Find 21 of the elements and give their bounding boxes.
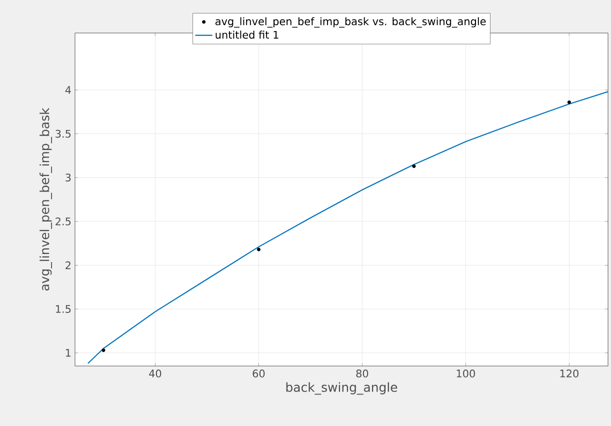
- point: [102, 348, 106, 352]
- y-tick-label: 1: [66, 349, 71, 357]
- y-tick-label: 2.5: [56, 217, 71, 226]
- y-tick-label: 1.5: [56, 305, 71, 313]
- y-tick-label: 3: [66, 174, 71, 182]
- y-tick-label: 3.5: [56, 130, 71, 138]
- y-tick-label: 4: [65, 86, 71, 94]
- point: [412, 164, 416, 168]
- line-series: [87, 91, 608, 364]
- x-axis-title: back_swing_angle: [286, 382, 398, 395]
- y-tick-label: 2: [66, 261, 70, 270]
- point: [256, 248, 261, 252]
- legend-label: untitled fit 1: [216, 30, 278, 39]
- x-tick-label: 40: [149, 370, 162, 378]
- point: [567, 100, 571, 104]
- x-tick-label: 120: [560, 370, 578, 378]
- y-axis-title: avg_linvel_pen_bef_imp_bask: [40, 108, 52, 290]
- legend-label: avg_linvel_pen_bef_imp_bask vs. back_swing_angle: [215, 17, 486, 28]
- x-tick-label: 80: [356, 370, 368, 378]
- x-tick-label: 100: [456, 370, 475, 378]
- x-tick-label: 60: [252, 370, 265, 378]
